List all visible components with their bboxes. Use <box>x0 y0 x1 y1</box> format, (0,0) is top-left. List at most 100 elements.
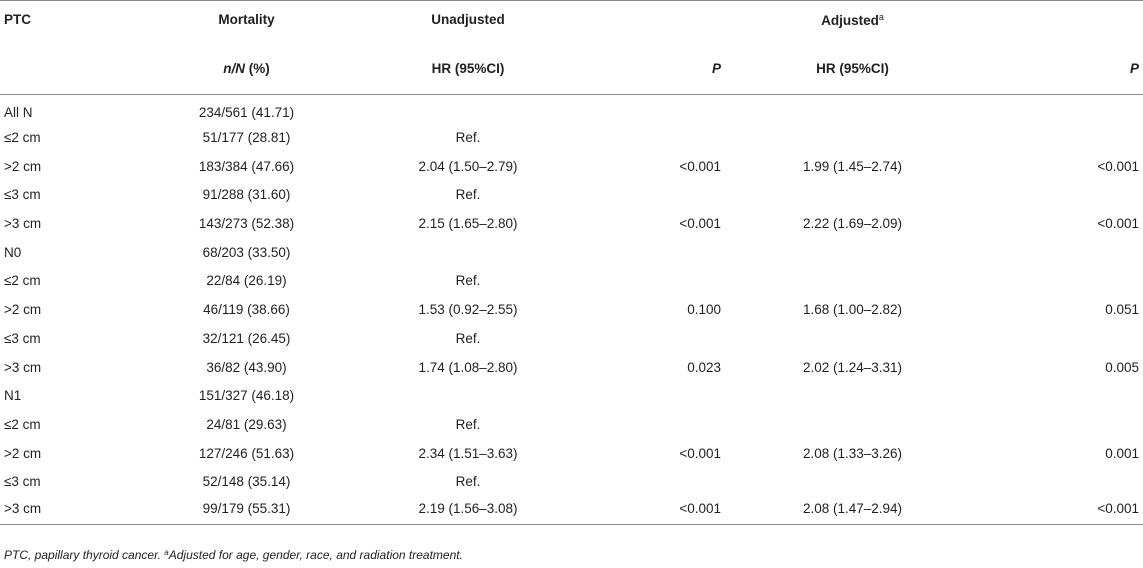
cell-hr-unadjusted: Ref. <box>455 273 481 289</box>
table-header: PTC Mortality Unadjusted Adjusteda n/N (… <box>0 0 1143 95</box>
cell-ptc: ≤3 cm <box>4 187 41 203</box>
table-body: All N 234/561 (41.71) ≤2 cm 51/177 (28.81) R… <box>0 95 1143 526</box>
cell-p-adjusted: <0.001 <box>1097 158 1139 174</box>
cell-hr-adjusted: 2.08 (1.47–2.94) <box>725 496 980 526</box>
table-row: ≤3 cm 52/148 (35.14) Ref. <box>0 467 1143 496</box>
cell-hr-unadjusted: 2.19 (1.56–3.08) <box>323 496 613 526</box>
cell-hr-adjusted <box>725 123 980 152</box>
cell-p-unadjusted: 0.023 <box>687 359 721 375</box>
cell-hr-adjusted <box>725 467 980 496</box>
cell-hr-unadjusted: Ref. <box>455 416 481 432</box>
cell-hr-unadjusted: 2.15 (1.65–2.80) <box>418 216 518 232</box>
cell-p-unadjusted <box>613 410 725 439</box>
cell-p-unadjusted <box>613 467 725 496</box>
cell-mortality: 22/84 (26.19) <box>206 273 287 289</box>
cell-ptc: >2 cm <box>4 158 42 174</box>
table-row: ≤2 cm 24/81 (29.63) Ref. <box>0 410 1143 439</box>
header-nN-italic: n/N <box>223 60 245 76</box>
header-p-adjusted: P <box>980 40 1143 95</box>
cell-p-adjusted <box>980 267 1143 296</box>
cell-hr-adjusted: 2.02 (1.24–3.31) <box>802 359 903 375</box>
cell-ptc: >2 cm <box>4 302 42 318</box>
header-empty-2 <box>980 0 1143 41</box>
cell-mortality: 32/121 (26.45) <box>202 330 291 346</box>
cell-mortality: 151/327 (46.18) <box>198 388 295 404</box>
cell-hr-unadjusted: Ref. <box>455 474 481 490</box>
cell-mortality: 68/203 (33.50) <box>202 244 291 260</box>
header-adjusted-footnote-mark: a <box>878 12 884 22</box>
cell-ptc: ≤2 cm <box>4 273 41 289</box>
cell-p-unadjusted <box>613 95 725 124</box>
header-pct: (%) <box>245 60 270 76</box>
cell-ptc: N1 <box>4 388 22 404</box>
header-hr-adjusted: HR (95%CI) <box>725 40 980 95</box>
table-row: ≤3 cm 91/288 (31.60) Ref. <box>0 181 1143 210</box>
cell-hr-adjusted <box>725 324 980 353</box>
table-row: >3 cm 99/179 (55.31) 2.19 (1.56–3.08) <0.00… <box>0 496 1143 526</box>
cell-hr-adjusted <box>725 95 980 124</box>
table-row: All N 234/561 (41.71) <box>0 95 1143 124</box>
cell-mortality: 36/82 (43.90) <box>206 359 287 375</box>
table-row: >2 cm 46/119 (38.66) 1.53 (0.92–2.55) 0.100… <box>0 295 1143 324</box>
cell-p-unadjusted <box>613 238 725 267</box>
table-row: >3 cm 143/273 (52.38) 2.15 (1.65–2.80) <0.0… <box>0 209 1143 238</box>
table-row: ≤3 cm 32/121 (26.45) Ref. <box>0 324 1143 353</box>
cell-hr-adjusted <box>725 181 980 210</box>
results-table-container: PTC Mortality Unadjusted Adjusteda n/N (… <box>0 0 1143 526</box>
header-n-over-n: n/N (%) <box>170 40 323 95</box>
footnote-mark: a <box>164 548 169 557</box>
cell-p-unadjusted: <0.001 <box>613 496 725 526</box>
cell-ptc: >3 cm <box>0 496 170 526</box>
header-p-unadjusted: P <box>613 40 725 95</box>
cell-mortality: 99/179 (55.31) <box>170 496 323 526</box>
cell-hr-unadjusted: Ref. <box>455 130 481 146</box>
hazard-ratio-table: PTC Mortality Unadjusted Adjusteda n/N (… <box>0 0 1143 526</box>
cell-hr-unadjusted: Ref. <box>455 187 481 203</box>
cell-hr-unadjusted <box>323 95 613 124</box>
cell-p-adjusted <box>980 324 1143 353</box>
table-row: ≤2 cm 22/84 (26.19) Ref. <box>0 267 1143 296</box>
cell-mortality: 234/561 (41.71) <box>198 104 295 120</box>
cell-mortality: 91/288 (31.60) <box>202 187 291 203</box>
table-row: >3 cm 36/82 (43.90) 1.74 (1.08–2.80) 0.023 2… <box>0 353 1143 382</box>
header-ptc: PTC <box>0 0 170 41</box>
cell-hr-adjusted: 2.08 (1.33–3.26) <box>802 445 903 461</box>
cell-hr-adjusted <box>725 267 980 296</box>
cell-hr-adjusted <box>725 410 980 439</box>
cell-p-adjusted <box>980 410 1143 439</box>
cell-p-unadjusted <box>613 181 725 210</box>
cell-hr-adjusted <box>725 381 980 410</box>
cell-mortality: 46/119 (38.66) <box>203 302 290 318</box>
cell-mortality: 183/384 (47.66) <box>198 158 295 174</box>
cell-ptc: ≤2 cm <box>4 130 41 146</box>
cell-hr-unadjusted: 1.53 (0.92–2.55) <box>418 302 518 318</box>
cell-mortality: 143/273 (52.38) <box>198 216 295 232</box>
table-footnote: PTC, papillary thyroid cancer. aAdjusted… <box>4 548 463 562</box>
cell-p-unadjusted <box>613 123 725 152</box>
cell-p-adjusted: <0.001 <box>1097 216 1139 232</box>
cell-hr-unadjusted <box>323 238 613 267</box>
header-mortality: Mortality <box>170 0 323 41</box>
table-row: ≤2 cm 51/177 (28.81) Ref. <box>0 123 1143 152</box>
cell-ptc: All N <box>4 104 33 120</box>
cell-p-adjusted <box>980 181 1143 210</box>
cell-hr-unadjusted: 2.34 (1.51–3.63) <box>418 445 518 461</box>
cell-hr-unadjusted: Ref. <box>455 330 481 346</box>
header-row-2: n/N (%) HR (95%CI) P HR (95%CI) P <box>0 40 1143 95</box>
cell-ptc: ≤3 cm <box>4 330 41 346</box>
cell-p-unadjusted <box>613 267 725 296</box>
cell-p-adjusted: 0.001 <box>1105 445 1139 461</box>
cell-p-unadjusted: <0.001 <box>679 216 721 232</box>
cell-p-unadjusted <box>613 324 725 353</box>
cell-p-adjusted: 0.051 <box>1105 302 1139 318</box>
cell-hr-adjusted: 1.99 (1.45–2.74) <box>802 158 903 174</box>
cell-ptc: ≤3 cm <box>4 474 41 490</box>
cell-hr-adjusted <box>725 238 980 267</box>
table-row: >2 cm 127/246 (51.63) 2.34 (1.51–3.63) <0.0… <box>0 439 1143 468</box>
cell-p-unadjusted <box>613 381 725 410</box>
cell-p-adjusted: <0.001 <box>980 496 1143 526</box>
cell-p-adjusted <box>980 467 1143 496</box>
footnote-text: Adjusted for age, gender, race, and radi… <box>168 548 463 562</box>
cell-ptc: >2 cm <box>4 445 42 461</box>
cell-p-adjusted: 0.005 <box>1105 359 1139 375</box>
